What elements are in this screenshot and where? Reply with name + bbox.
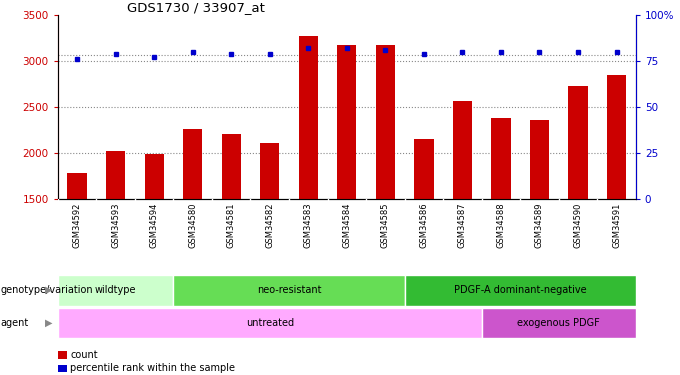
Bar <box>183 129 203 199</box>
Text: GSM34591: GSM34591 <box>612 202 621 248</box>
Text: GDS1730 / 33907_at: GDS1730 / 33907_at <box>127 1 265 14</box>
Bar <box>414 139 434 199</box>
Bar <box>67 173 87 199</box>
Text: count: count <box>70 350 98 360</box>
Text: ▶: ▶ <box>45 285 52 295</box>
Bar <box>568 86 588 199</box>
Text: GSM34581: GSM34581 <box>226 202 236 248</box>
Bar <box>607 75 626 199</box>
Bar <box>58 308 481 338</box>
Bar <box>173 275 405 306</box>
Text: GSM34586: GSM34586 <box>420 202 428 248</box>
Bar <box>405 275 636 306</box>
Text: genotype/variation: genotype/variation <box>1 285 93 295</box>
Bar <box>106 151 125 199</box>
Bar <box>492 118 511 199</box>
Bar <box>222 135 241 199</box>
Text: GSM34584: GSM34584 <box>342 202 352 248</box>
Text: GSM34582: GSM34582 <box>265 202 274 248</box>
Bar <box>530 120 549 199</box>
Bar <box>58 275 173 306</box>
Bar <box>337 45 356 199</box>
Text: wildtype: wildtype <box>95 285 137 295</box>
Bar <box>481 308 636 338</box>
Bar <box>299 36 318 199</box>
Text: ▶: ▶ <box>45 318 52 328</box>
Bar <box>453 101 472 199</box>
Text: percentile rank within the sample: percentile rank within the sample <box>70 363 235 373</box>
Text: GSM34592: GSM34592 <box>73 202 82 248</box>
Text: GSM34588: GSM34588 <box>496 202 505 248</box>
Text: neo-resistant: neo-resistant <box>257 285 321 295</box>
Text: GSM34585: GSM34585 <box>381 202 390 248</box>
Text: exogenous PDGF: exogenous PDGF <box>517 318 600 328</box>
Text: GSM34590: GSM34590 <box>573 202 583 248</box>
Text: GSM34593: GSM34593 <box>111 202 120 248</box>
Text: GSM34580: GSM34580 <box>188 202 197 248</box>
Bar <box>144 154 164 199</box>
Text: GSM34587: GSM34587 <box>458 202 467 248</box>
Bar <box>376 45 395 199</box>
Text: GSM34589: GSM34589 <box>535 202 544 248</box>
Text: untreated: untreated <box>245 318 294 328</box>
Text: GSM34594: GSM34594 <box>150 202 158 248</box>
Text: PDGF-A dominant-negative: PDGF-A dominant-negative <box>454 285 587 295</box>
Text: GSM34583: GSM34583 <box>304 202 313 248</box>
Bar <box>260 143 279 199</box>
Text: agent: agent <box>1 318 29 328</box>
